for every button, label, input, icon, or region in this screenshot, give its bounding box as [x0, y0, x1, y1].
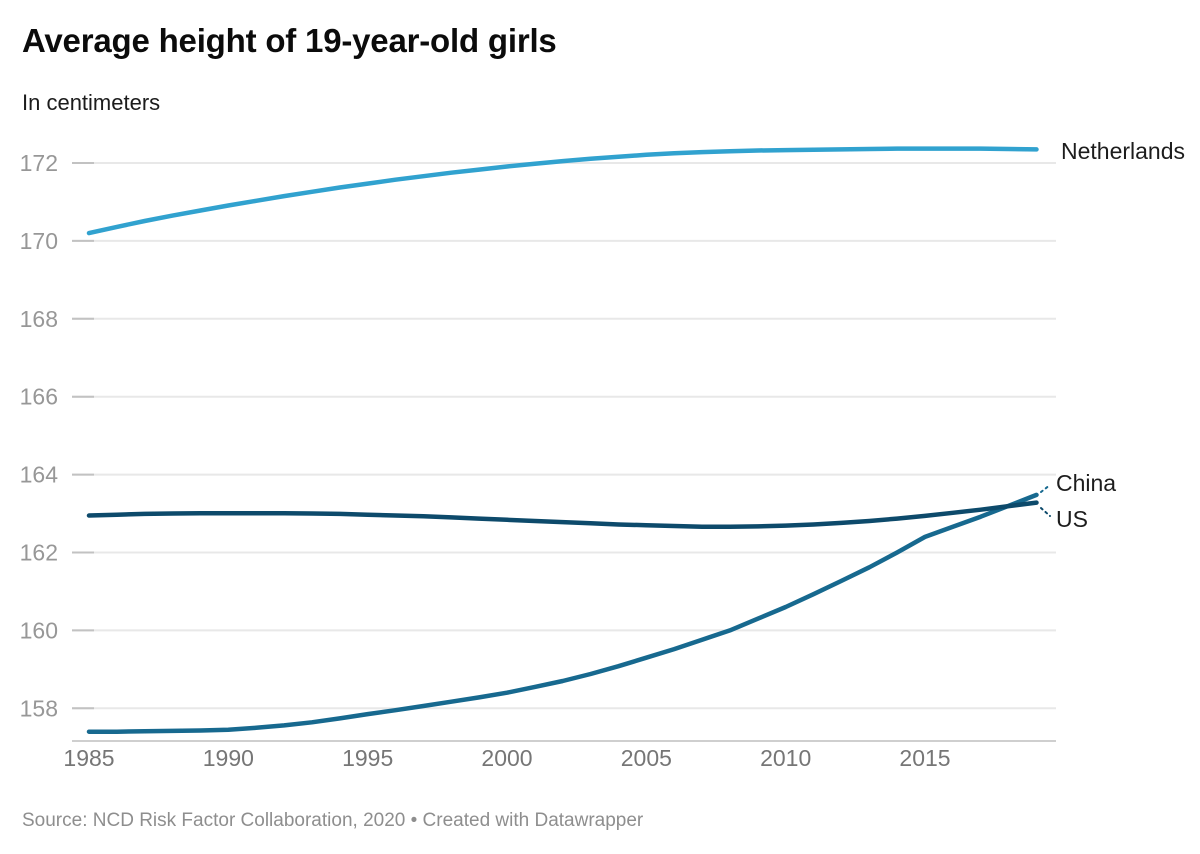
- y-axis-label: 158: [20, 695, 58, 721]
- chart-subtitle: In centimeters: [22, 90, 161, 115]
- x-axis-label: 2010: [760, 745, 811, 771]
- y-axis-label: 170: [20, 228, 58, 254]
- connector-china: [1040, 484, 1051, 493]
- y-axis-label: 172: [20, 150, 58, 176]
- line-netherlands: [86, 146, 1039, 236]
- x-axis-label: 2005: [621, 745, 672, 771]
- source-attribution: Source: NCD Risk Factor Collaboration, 2…: [22, 810, 644, 831]
- series-label-china: China: [1056, 470, 1116, 496]
- y-axis-label: 160: [20, 617, 58, 643]
- x-axis-label: 2015: [899, 745, 950, 771]
- x-axis-label: 2000: [481, 745, 532, 771]
- y-axis-label: 166: [20, 384, 58, 410]
- series-label-netherlands: Netherlands: [1061, 138, 1185, 164]
- line-us: [86, 500, 1039, 530]
- line-china: [86, 492, 1039, 734]
- chart-title: Average height of 19-year-old girls: [22, 22, 557, 59]
- x-axis-label: 1990: [203, 745, 254, 771]
- y-axis-label: 168: [20, 306, 58, 332]
- y-axis-label: 164: [20, 462, 59, 488]
- x-axis-label: 1985: [63, 745, 114, 771]
- y-axis-label: 162: [20, 540, 58, 566]
- series-label-us: US: [1056, 506, 1088, 532]
- x-axis-label: 1995: [342, 745, 393, 771]
- connector-us: [1040, 507, 1051, 517]
